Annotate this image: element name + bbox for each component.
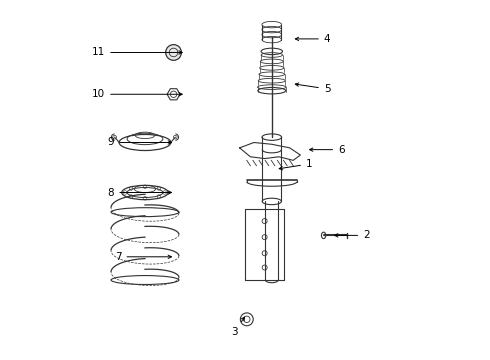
- Text: 11: 11: [92, 48, 182, 58]
- Text: 2: 2: [335, 230, 370, 240]
- Circle shape: [166, 45, 181, 60]
- Text: 8: 8: [108, 188, 172, 198]
- Polygon shape: [167, 89, 180, 100]
- Text: 1: 1: [279, 159, 313, 170]
- Text: 9: 9: [108, 138, 172, 148]
- Text: 10: 10: [92, 89, 182, 99]
- Text: 5: 5: [295, 83, 330, 94]
- Text: 7: 7: [115, 252, 172, 262]
- Text: 6: 6: [310, 145, 345, 155]
- Text: 3: 3: [231, 317, 245, 337]
- Text: 4: 4: [295, 34, 330, 44]
